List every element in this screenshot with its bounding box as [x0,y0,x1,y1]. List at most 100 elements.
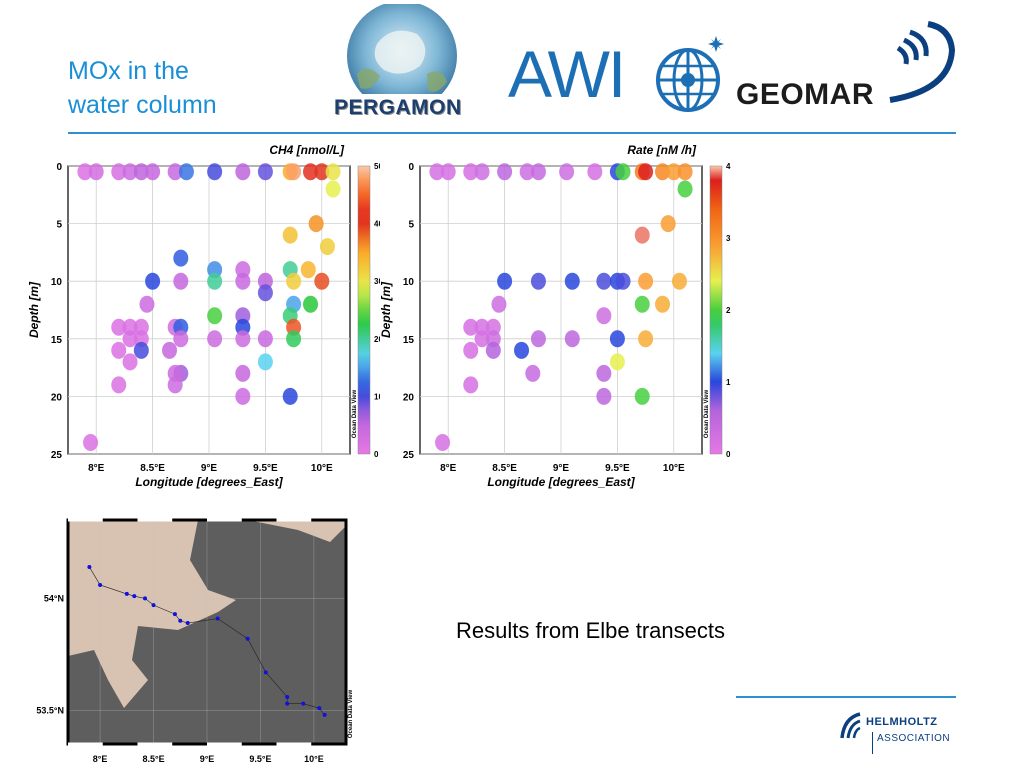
data-point [655,163,671,181]
data-point [530,330,546,348]
data-point [634,226,650,244]
data-point [638,163,654,181]
x-tick-label: 8°E [88,463,105,474]
x-tick-label: 9.5°E [253,463,278,474]
data-point [235,272,251,290]
data-point [303,163,319,181]
geomar-label: GEOMAR [736,78,874,111]
data-point [111,376,127,394]
data-point [139,295,155,313]
helmholtz-logo: HELMHOLTZ ASSOCIATION [838,712,968,762]
data-point [325,180,341,198]
awi-globe-icon [656,36,724,112]
data-point [122,330,138,348]
helmholtz-mark-icon [840,712,861,739]
ch4-depth-chart: CH4 [nmol/L] 8°E 8.5°E 9°E 9.5°E 10°E 0 5 10 15 20… [27,143,380,489]
colorbar-tick-label: 300 [374,277,380,286]
station-point [132,594,137,599]
x-axis-label: Longitude [degrees_East] [487,475,635,489]
y-tick-label: 10 [403,277,415,288]
data-point [257,284,273,302]
map-frame-tick [68,518,103,522]
station-point [317,706,322,711]
station-point [178,618,183,623]
odv-label: Ocean Data View [704,390,710,439]
data-point [282,387,298,405]
x-tick-label: 8°E [440,463,457,474]
data-point [638,330,654,348]
x-tick-label: 9.5°E [605,463,630,474]
data-point [463,376,479,394]
station-point [142,596,147,601]
y-axis-label: Depth [m] [27,281,41,338]
helmholtz-label: HELMHOLTZ [866,716,938,728]
awi-logo: AWI [508,30,728,116]
data-point [300,261,316,279]
data-point [303,295,319,313]
colorbar [357,165,371,455]
data-point [173,330,189,348]
data-point [609,353,625,371]
x-tick-label: 10°E [663,463,685,474]
data-point [596,307,612,325]
map-frame-tick [207,742,242,746]
station-point [151,603,156,608]
data-point [587,163,603,181]
data-point [634,387,650,405]
slide-caption: Results from Elbe transects [456,618,725,643]
map-frame-tick [68,742,103,746]
map-x-tick-label: 8°E [93,754,108,764]
data-point [485,341,501,359]
station-point [98,582,103,587]
data-point [463,341,479,359]
map-x-tick-label: 8.5°E [142,754,164,764]
map-frame-tick [276,742,312,746]
station-point [245,636,250,641]
map-odv-label: Ocean Data View [348,690,354,739]
data-point [111,318,127,336]
data-point [257,353,273,371]
x-tick-label: 10°E [311,463,333,474]
data-point [530,272,546,290]
y-tick-label: 0 [408,162,414,173]
data-point [88,163,104,181]
data-point [609,330,625,348]
colorbar-tick-label: 0 [726,450,731,459]
y-tick-label: 10 [51,277,63,288]
station-point [285,694,290,699]
data-point [319,238,335,256]
data-point [286,330,302,348]
data-point [145,272,161,290]
data-point [677,163,693,181]
map-x-tick-label: 9°E [200,754,215,764]
data-point [235,387,251,405]
map-frame-tick [137,518,173,522]
data-point [491,295,507,313]
association-label: ASSOCIATION [872,732,950,754]
y-tick-label: 15 [403,335,415,346]
map-land [68,520,236,708]
data-point [282,226,298,244]
y-tick-label: 20 [51,392,63,403]
data-point [497,163,513,181]
pergamon-logo: PERGAMON [332,1,472,126]
data-point [162,341,178,359]
x-tick-label: 8.5°E [492,463,517,474]
map-x-tick-label: 10°E [304,754,324,764]
data-point [111,341,127,359]
x-axis-label: Longitude [degrees_East] [135,475,283,489]
colorbar-tick-label: 1 [726,378,731,387]
colorbar-tick-label: 400 [374,220,380,229]
data-point [308,215,324,233]
colorbar-tick-label: 2 [726,306,731,315]
data-point [429,163,445,181]
station-point [87,565,92,570]
data-point [83,433,99,451]
y-tick-label: 20 [403,392,415,403]
x-tick-label: 9°E [201,463,218,474]
data-point [564,330,580,348]
data-point [596,272,612,290]
data-point [286,272,302,290]
data-point [474,330,490,348]
colorbar-tick-label: 0 [374,450,379,459]
